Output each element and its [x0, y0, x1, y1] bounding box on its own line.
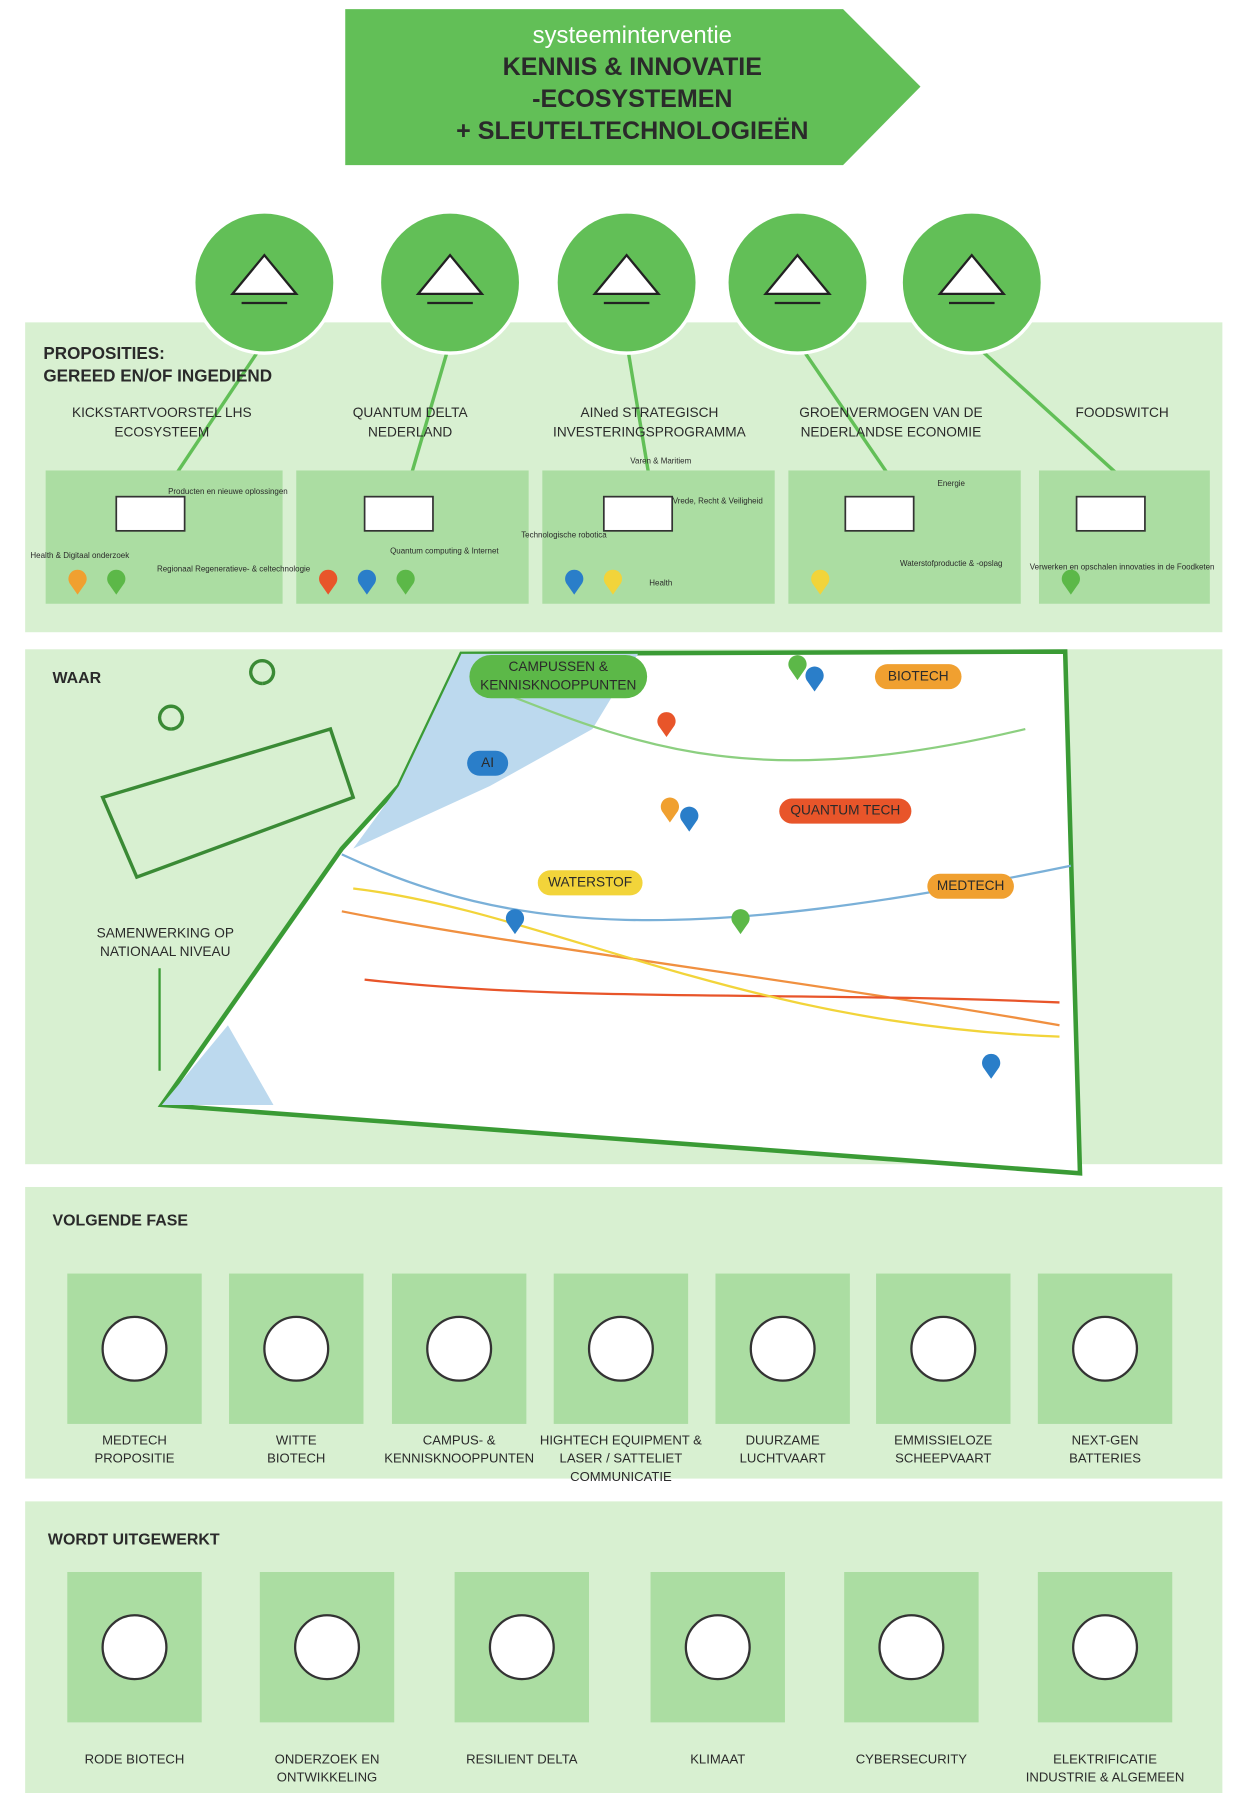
illustration	[103, 1615, 167, 1679]
section-title: PROPOSITIES:	[43, 344, 164, 363]
illustration	[427, 1317, 491, 1381]
item-label: BIOTECH	[267, 1451, 325, 1466]
item-label: BATTERIES	[1069, 1451, 1141, 1466]
item-label: CAMPUS- &	[423, 1432, 496, 1447]
map-label: WATERSTOF	[548, 874, 632, 889]
illustration	[604, 497, 672, 531]
section-title: WAAR	[52, 670, 101, 687]
item-label: WITTE	[276, 1432, 317, 1447]
proposition-label: Regionaal Regeneratieve- & celtechnologi…	[157, 565, 311, 574]
proposition-label: Health & Digitaal onderzoek	[30, 551, 129, 560]
item-label: SCHEEPVAART	[895, 1451, 991, 1466]
illustration	[880, 1615, 944, 1679]
proposition-title: ECOSYSTEEM	[114, 424, 209, 439]
illustration	[365, 497, 433, 531]
proposition-title: FOODSWITCH	[1075, 405, 1168, 420]
illustration	[686, 1615, 750, 1679]
proposition-title: NEDERLANDSE ECONOMIE	[801, 424, 982, 439]
proposition-title: KICKSTARTVOORSTEL LHS	[72, 405, 252, 420]
item-label: PROPOSITIE	[94, 1451, 174, 1466]
header-title: KENNIS & INNOVATIE	[503, 53, 762, 81]
illustration	[911, 1317, 975, 1381]
item-label: RESILIENT DELTA	[466, 1751, 578, 1766]
item-label: COMMUNICATIE	[570, 1469, 672, 1484]
proposition-label: Energie	[938, 479, 966, 488]
illustration	[103, 1317, 167, 1381]
proposition-label: Health	[649, 578, 672, 587]
item-label: INDUSTRIE & ALGEMEEN	[1026, 1770, 1185, 1785]
illustration	[116, 497, 184, 531]
item-label: RODE BIOTECH	[85, 1751, 185, 1766]
proposition-label: Waterstofproductie & -opslag	[900, 559, 1002, 568]
item-label: HIGHTECH EQUIPMENT &	[540, 1432, 702, 1447]
proposition-label: Vrede, Recht & Veiligheid	[673, 496, 763, 505]
proposition-title: AINed STRATEGISCH	[580, 405, 718, 420]
item-label: CYBERSECURITY	[856, 1751, 968, 1766]
illustration	[490, 1615, 554, 1679]
map-label: CAMPUSSEN &	[509, 659, 608, 674]
illustration	[264, 1317, 328, 1381]
illustration	[845, 497, 913, 531]
item-label: DUURZAME	[746, 1432, 820, 1447]
map-note: NATIONAAL NIVEAU	[100, 944, 231, 959]
item-label: KLIMAAT	[690, 1751, 745, 1766]
map-note: SAMENWERKING OP	[97, 926, 234, 941]
item-label: MEDTECH	[102, 1432, 167, 1447]
proposition-label: Verwerken en opschalen innovaties in de …	[1030, 562, 1215, 571]
header-subtitle: systeeminterventie	[533, 22, 732, 49]
map-label: KENNISKNOOPPUNTEN	[480, 677, 636, 692]
proposition-label: Technologische robotica	[521, 531, 607, 540]
section-title: VOLGENDE FASE	[52, 1212, 188, 1229]
map-label: QUANTUM TECH	[790, 803, 900, 818]
proposition-title: GROENVERMOGEN VAN DE	[799, 405, 982, 420]
proposition-label: Producten en nieuwe oplossingen	[168, 487, 288, 496]
item-label: ONTWIKKELING	[277, 1770, 377, 1785]
item-label: NEXT-GEN	[1072, 1432, 1139, 1447]
proposition-title: NEDERLAND	[368, 424, 452, 439]
item-label: KENNISKNOOPPUNTEN	[384, 1451, 534, 1466]
map-label: MEDTECH	[937, 878, 1005, 893]
proposition-title: INVESTERINGSPROGRAMMA	[553, 424, 747, 439]
proposition-title: QUANTUM DELTA	[353, 405, 469, 420]
item-label: LASER / SATTELIET	[560, 1451, 683, 1466]
header-title: -ECOSYSTEMEN	[532, 85, 732, 113]
illustration	[1073, 1615, 1137, 1679]
header-title: + SLEUTELTECHNOLOGIEËN	[456, 117, 808, 145]
map-label: BIOTECH	[888, 668, 949, 683]
proposition-label: Varen & Maritiem	[630, 456, 691, 465]
item-label: ONDERZOEK EN	[275, 1751, 380, 1766]
illustration	[751, 1317, 815, 1381]
item-label: LUCHTVAART	[740, 1451, 826, 1466]
illustration	[1073, 1317, 1137, 1381]
illustration	[295, 1615, 359, 1679]
section-title: GEREED EN/OF INGEDIEND	[43, 367, 272, 386]
infographic: systeeminterventie KENNIS & INNOVATIE -ECO…	[0, 0, 1235, 1793]
illustration	[589, 1317, 653, 1381]
item-label: EMMISSIELOZE	[894, 1432, 992, 1447]
proposition-label: Quantum computing & Internet	[390, 546, 499, 555]
illustration	[1077, 497, 1145, 531]
item-label: ELEKTRIFICATIE	[1053, 1751, 1157, 1766]
section-title: WORDT UITGEWERKT	[48, 1531, 220, 1548]
map-label: AI	[481, 755, 494, 770]
